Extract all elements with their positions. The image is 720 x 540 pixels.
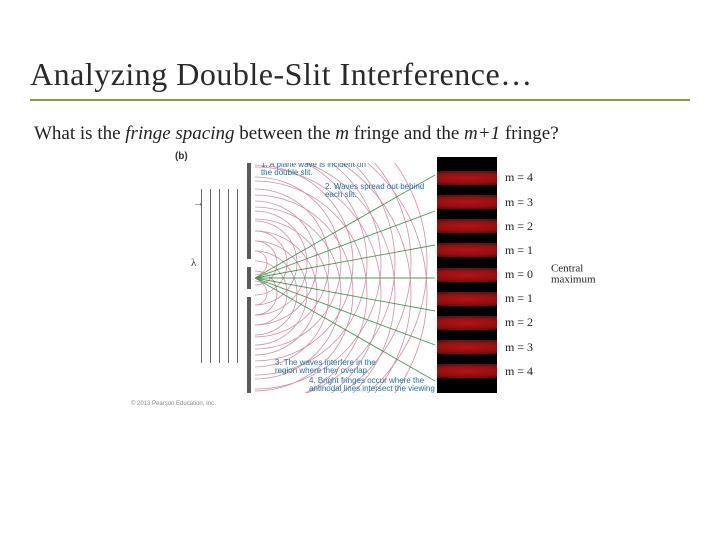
m-label: m = 1 (505, 292, 533, 306)
m-label: m = 2 (505, 219, 533, 233)
m1-term: m+1 (464, 123, 500, 144)
fringe-spacing-term: fringe spacing (125, 123, 234, 144)
txt: between the (235, 123, 336, 144)
m-label: m = 3 (505, 340, 533, 354)
annotation-2: 2. Waves spread out behind each slit. (325, 183, 425, 201)
m-label: m = 1 (505, 243, 533, 257)
fringe (437, 364, 497, 378)
fringe (437, 316, 497, 330)
lambda-label: λ (191, 257, 196, 269)
arrow-icon: → (193, 197, 204, 209)
slit-barrier (245, 163, 253, 393)
fringe (437, 243, 497, 257)
annotation-4: 4. Bright fringes occur where the antino… (309, 377, 435, 393)
fringe (437, 219, 497, 233)
txt: fringe? (500, 123, 559, 144)
central-max-label: Central maximum (551, 263, 596, 286)
m-label: m = 4 (505, 364, 533, 378)
m-label: m = 2 (505, 316, 533, 330)
diagram-container: (b) λ → (30, 157, 690, 393)
txt: fringe and the (349, 123, 464, 144)
annotation-1: 1. A plane wave is incident on the doubl… (261, 163, 371, 179)
m-labels: m = 4 m = 3 m = 2 m = 1 m = 0 m = 1 m = … (499, 157, 533, 393)
figure-label-b: (b) (175, 151, 188, 162)
fringe (437, 268, 497, 282)
wavefronts: 1. A plane wave is incident on the doubl… (255, 163, 435, 393)
fringe-screen (437, 157, 497, 393)
title-rule: Analyzing Double-Slit Interference… (30, 56, 690, 101)
page-title: Analyzing Double-Slit Interference… (30, 56, 690, 93)
copyright-text: © 2013 Pearson Education, Inc. (131, 401, 216, 407)
m-term: m (335, 123, 349, 144)
plane-waves: λ → (187, 171, 243, 381)
m-label: m = 0 (505, 268, 533, 282)
fringe (437, 340, 497, 354)
m-label: m = 3 (505, 195, 533, 209)
fringe (437, 171, 497, 185)
fringe (437, 195, 497, 209)
fringe (437, 292, 497, 306)
txt: What is the (34, 123, 125, 144)
question-text: What is the fringe spacing between the m… (30, 121, 690, 147)
m-label: m = 4 (505, 171, 533, 185)
annotation-3: 3. The waves interfere in the region whe… (275, 359, 395, 377)
